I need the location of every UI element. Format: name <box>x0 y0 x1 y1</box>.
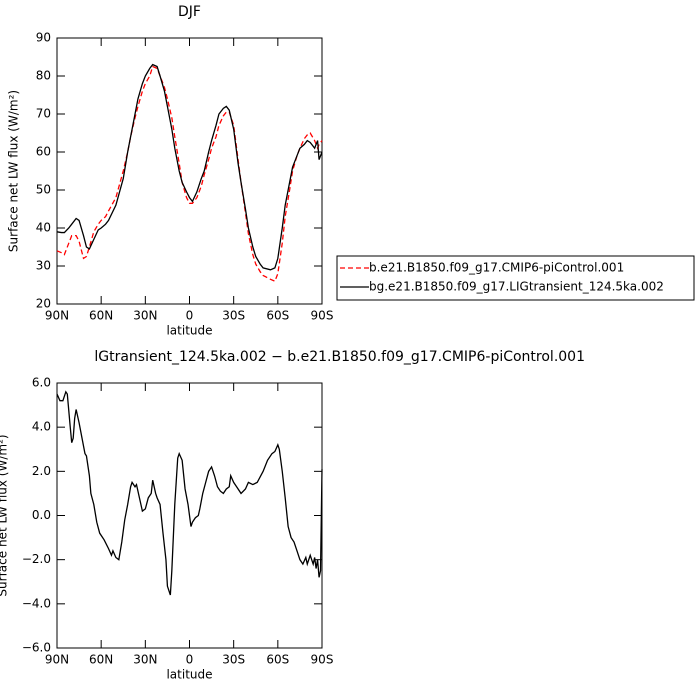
y-tick-label: 40 <box>36 221 51 235</box>
y-tick-label: 50 <box>36 183 51 197</box>
x-tick-label: 90N <box>45 653 69 667</box>
x-tick-label: 90S <box>311 309 334 323</box>
legend-box <box>336 255 695 301</box>
x-tick-label: 30N <box>133 309 157 323</box>
plot-frame <box>56 37 323 305</box>
y-tick-label: 70 <box>36 107 51 121</box>
x-tick-label: 60N <box>89 653 113 667</box>
x-tick-label: 90N <box>45 309 69 323</box>
x-tick-label: 60N <box>89 309 113 323</box>
y-tick-label: 0.0 <box>32 508 51 522</box>
x-tick-label: 60S <box>266 309 289 323</box>
legend-label: b.e21.B1850.f09_g17.CMIP6-piControl.001 <box>369 261 624 275</box>
y-tick-label: 30 <box>36 259 51 273</box>
x-tick-label: 90S <box>311 653 334 667</box>
y-tick-label: −2.0 <box>22 552 51 566</box>
data-line <box>56 65 323 283</box>
y-tick-label: −4.0 <box>22 596 51 610</box>
y-tick-label: 6.0 <box>32 376 51 390</box>
y-tick-label: 60 <box>36 145 51 159</box>
y-tick-label: 2.0 <box>32 464 51 478</box>
data-line <box>56 390 323 596</box>
chart-title: DJF <box>178 4 201 20</box>
y-tick-label: 80 <box>36 69 51 83</box>
y-axis-label: Surface net LW flux (W/m²) <box>0 434 10 596</box>
y-axis-label: Surface net LW flux (W/m²) <box>7 90 21 252</box>
y-tick-label: 4.0 <box>32 420 51 434</box>
x-axis-label: latitude <box>166 324 212 338</box>
x-axis-label: latitude <box>166 668 212 682</box>
x-tick-label: 0 <box>186 309 194 323</box>
x-tick-label: 30N <box>133 653 157 667</box>
chart-title: lGtransient_124.5ka.002 − b.e21.B1850.f0… <box>94 349 585 365</box>
x-tick-label: 0 <box>186 653 194 667</box>
x-tick-label: 60S <box>266 653 289 667</box>
legend-label: bg.e21.B1850.f09_g17.LIGtransient_124.5k… <box>369 280 664 294</box>
data-line <box>56 63 323 271</box>
x-tick-label: 30S <box>222 309 245 323</box>
x-tick-label: 30S <box>222 653 245 667</box>
y-tick-label: 90 <box>36 31 51 45</box>
y-tick-label: −6.0 <box>22 641 51 655</box>
y-tick-label: 20 <box>36 297 51 311</box>
